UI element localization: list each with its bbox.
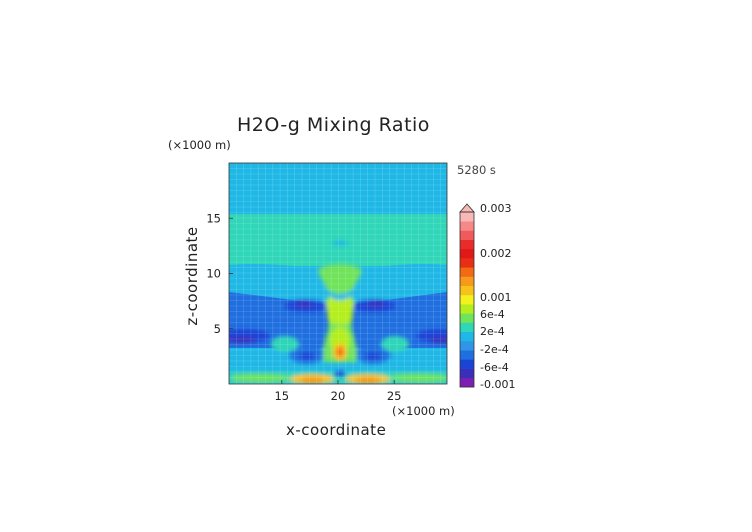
colorbar-label: 0.001 [480, 291, 512, 304]
colorbar-segment [460, 294, 474, 305]
colorbar-segment [460, 313, 474, 323]
colorbar-segment [460, 221, 474, 231]
x-tick-label: 25 [387, 389, 402, 403]
axes: 15 20 25 5 10 15 [206, 211, 401, 403]
colorbar-extend-arrow [459, 203, 475, 213]
time-label: 5280 s [457, 163, 496, 177]
colorbar-label: 6e-4 [480, 308, 505, 321]
colorbar-label: 2e-4 [480, 325, 505, 338]
x-axis-label: x-coordinate [286, 421, 387, 439]
y-unit-label: (×1000 m) [168, 138, 231, 152]
grid-lines [229, 163, 447, 384]
colorbar-segment [460, 267, 474, 277]
colorbar: 0.003 0.002 0.001 6e-4 2e-4 -2e-4 -6e-4 -0.001 [459, 202, 515, 391]
colorbar-segment [460, 304, 474, 314]
colorbar-label: -0.001 [480, 378, 515, 391]
colorbar-frame [459, 211, 475, 388]
colorbar-segment [460, 350, 474, 360]
colorbar-segment [460, 331, 474, 342]
y-tick-label: 15 [206, 211, 221, 225]
x-tick-label: 15 [274, 389, 289, 403]
colorbar-segment [460, 276, 474, 286]
colorbar-label: -2e-4 [480, 343, 509, 356]
x-tick-label: 20 [331, 389, 346, 403]
colorbar-segment [460, 322, 474, 333]
x-unit-label: (×1000 m) [392, 404, 455, 418]
y-tick-label: 5 [214, 322, 221, 336]
colorbar-segment [460, 359, 474, 369]
colorbar-segment [460, 248, 474, 259]
heatmap-field [229, 163, 447, 384]
colorbar-segment [460, 285, 474, 296]
y-tick-label: 10 [206, 267, 221, 281]
colorbar-segment [460, 239, 474, 250]
colorbar-segment [460, 258, 474, 268]
colorbar-segment [460, 340, 474, 351]
green-band [229, 214, 447, 266]
colorbar-segment [460, 212, 474, 222]
colorbar-label: 0.003 [480, 202, 512, 215]
chart-title: H2O-g Mixing Ratio [237, 114, 430, 136]
colorbar-segment [460, 377, 474, 388]
colorbar-segment [460, 230, 474, 240]
colorbar-label: 0.002 [480, 247, 512, 260]
colorbar-segment [460, 368, 474, 379]
colorbar-label: -6e-4 [480, 361, 509, 374]
